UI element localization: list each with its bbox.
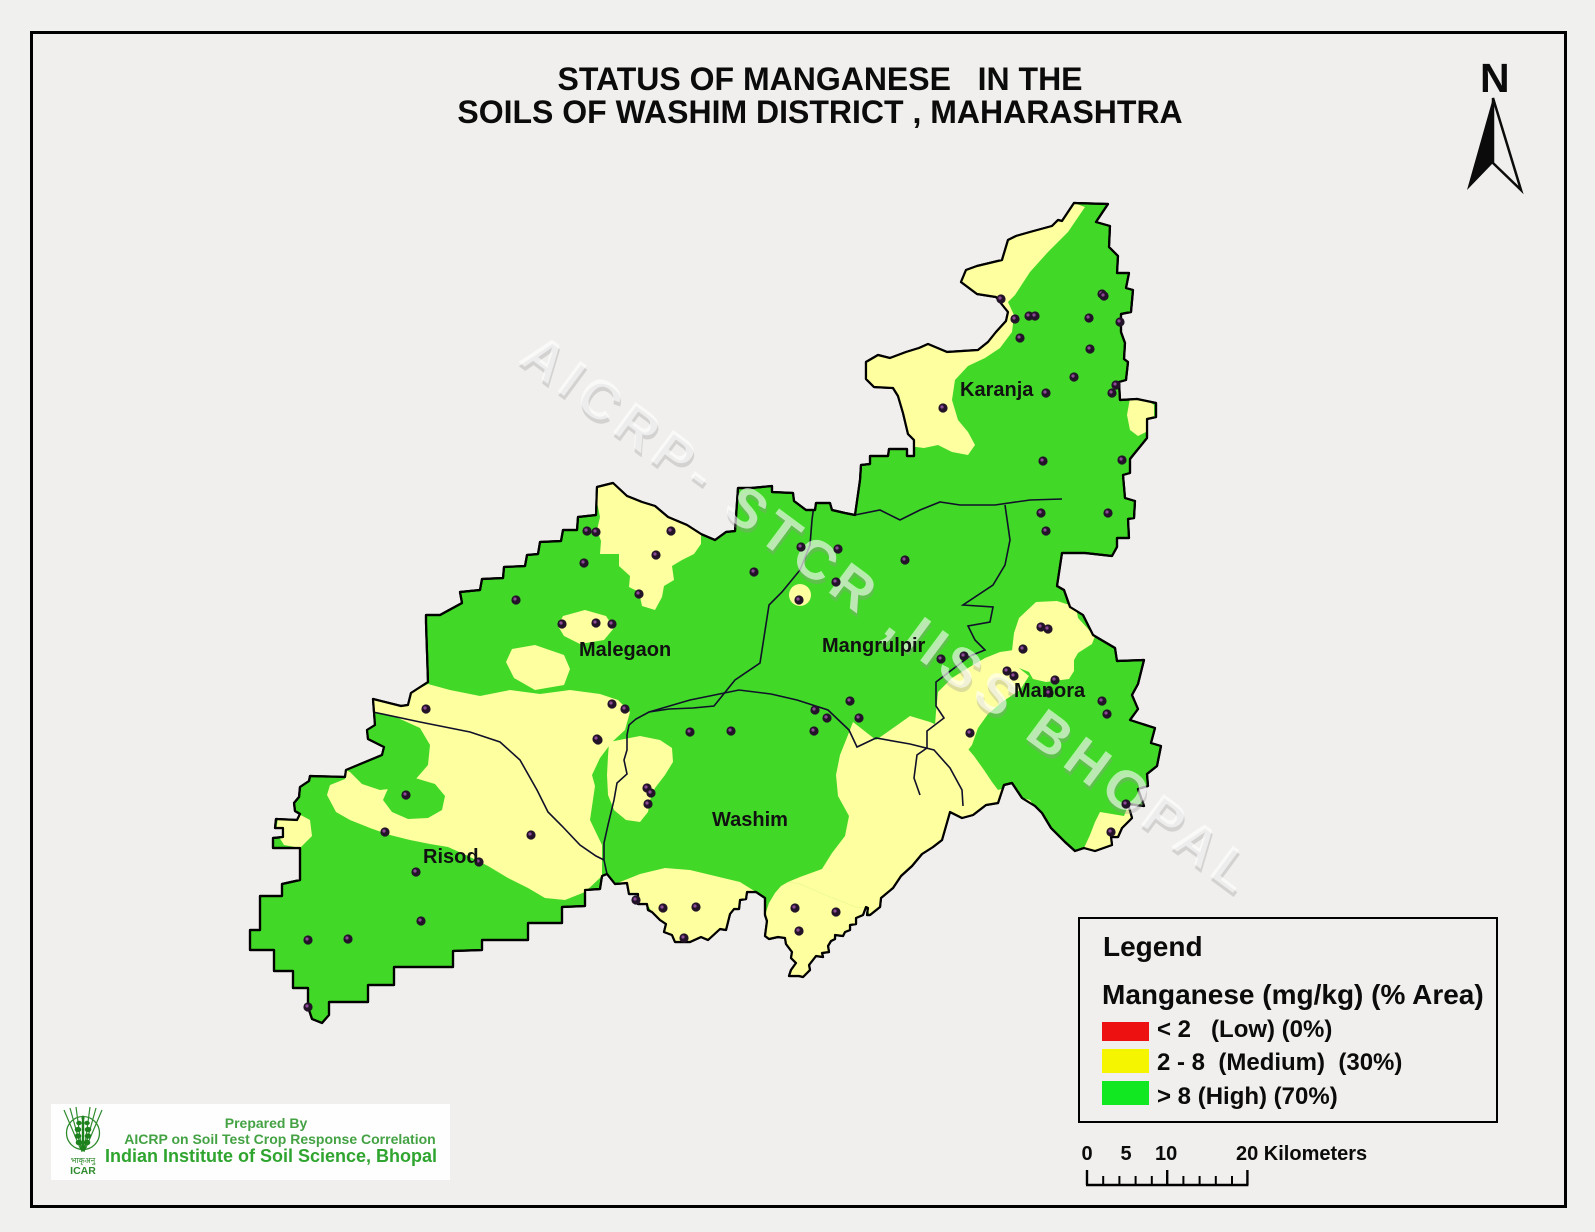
svg-text:Malegaon: Malegaon (579, 639, 671, 661)
svg-text:Washim: Washim (712, 809, 788, 831)
svg-text:N: N (1480, 55, 1510, 101)
svg-text:Risod: Risod (423, 846, 479, 868)
svg-text:भाकृअनु: भाकृअनु (71, 1156, 96, 1166)
svg-text:Manora: Manora (1014, 680, 1086, 702)
svg-text:Mangrulpir: Mangrulpir (822, 635, 926, 657)
svg-text:Karanja: Karanja (960, 379, 1034, 401)
svg-text:ICAR: ICAR (70, 1165, 96, 1177)
